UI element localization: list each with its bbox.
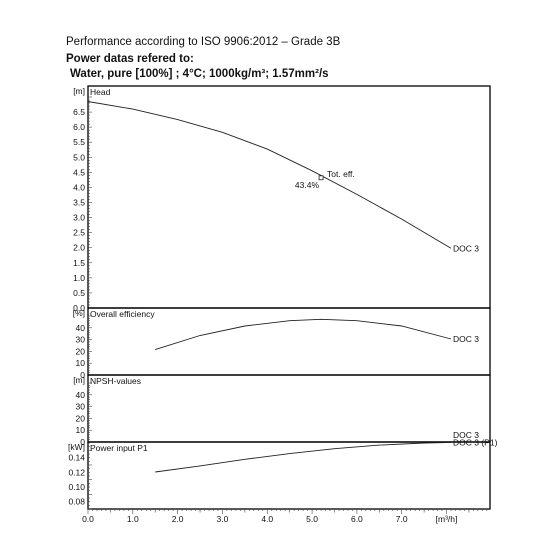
x-tick-label: 3.0 [217,514,229,524]
panel-4-series-label: DOC 3 (P1) [453,437,498,447]
panel-1-y-tick-label: 6.0 [73,122,85,132]
panel-3-y-tick-label: 30 [76,402,86,412]
panel-1-y-tick-label: 3.5 [73,198,85,208]
duty-point-marker [318,175,324,181]
panel-1-y-tick-label: 4.5 [73,167,85,177]
chart-subtitle-2: Water, pure [100%] ; 4°C; 1000kg/m³; 1.5… [70,68,329,80]
panel-2-curve [155,318,452,351]
panel-3-y-tick-label: 20 [76,413,86,423]
chart-subtitle-1: Power datas refered to: [66,53,194,65]
panel-1-curve [87,101,452,249]
panel-1-series-label: DOC 3 [453,243,479,253]
panel-4-title: Power input P1 [90,443,148,453]
panel-3-title: NPSH-values [90,376,141,386]
panel-1-y-tick-label: 3.0 [73,213,85,223]
panel-4-curve [155,441,452,473]
x-axis-unit-label: [m³/h] [436,514,458,524]
panel-3-y-tick-label: 0 [80,437,85,447]
panel-1-y-tick-label: 4.0 [73,182,85,192]
panel-1-y-tick-label: 2.0 [73,243,85,253]
panel-4-y-tick-label: 0.14 [68,453,85,463]
panel-1-y-tick-label: 0.0 [73,303,85,313]
x-tick-label: 0.0 [82,514,94,524]
panel-3-frame [87,374,491,443]
duty-point-efficiency-label: 43.4% [295,180,320,190]
x-tick-label: 4.0 [261,514,273,524]
panel-1-y-tick-label: 6.5 [73,107,85,117]
panel-2-y-tick-label: 20 [76,346,86,356]
x-tick-label: 6.0 [351,514,363,524]
panel-4-y-tick-label: 0.12 [68,467,85,477]
panel-4-frame [87,441,491,510]
panel-2-series-label: DOC 3 [453,334,479,344]
duty-point-label: Tot. eff. [327,169,355,179]
panel-1-y-tick-label: 1.0 [73,273,85,283]
panel-2-y-tick-label: 30 [76,335,86,345]
panel-3-y-unit-label: [m] [73,375,85,385]
panel-2-y-tick-label: 40 [76,323,86,333]
panel-1-y-unit-label: [m] [73,86,85,96]
x-tick-label: 2.0 [172,514,184,524]
panel-3-y-tick-label: 10 [76,425,86,435]
panel-1-y-tick-label: 1.5 [73,258,85,268]
chart-title: Performance according to ISO 9906:2012 –… [66,36,341,48]
panel-2-y-tick-label: 0 [80,370,85,380]
x-tick-label: 5.0 [306,514,318,524]
panel-3-y-tick-label: 40 [76,390,86,400]
panel-1-y-tick-label: 0.5 [73,288,85,298]
panel-4-y-tick-label: 0.08 [68,497,85,507]
panel-4-y-tick-label: 0.10 [68,482,85,492]
panel-4-y-unit-label: [kW] [68,442,85,452]
panel-1-y-tick-label: 5.5 [73,137,85,147]
panel-2-y-tick-label: 10 [76,358,86,368]
panel-2-y-unit-label: [%] [73,308,85,318]
panel-1-frame [87,85,491,309]
panel-1-title: Head [90,87,111,97]
panel-1-y-tick-label: 2.5 [73,228,85,238]
panel-1-y-tick-label: 5.0 [73,152,85,162]
panel-3-series-label: DOC 3 [453,430,479,440]
x-tick-label: 7.0 [396,514,408,524]
panel-2-title: Overall efficiency [90,309,155,319]
x-tick-label: 1.0 [127,514,139,524]
